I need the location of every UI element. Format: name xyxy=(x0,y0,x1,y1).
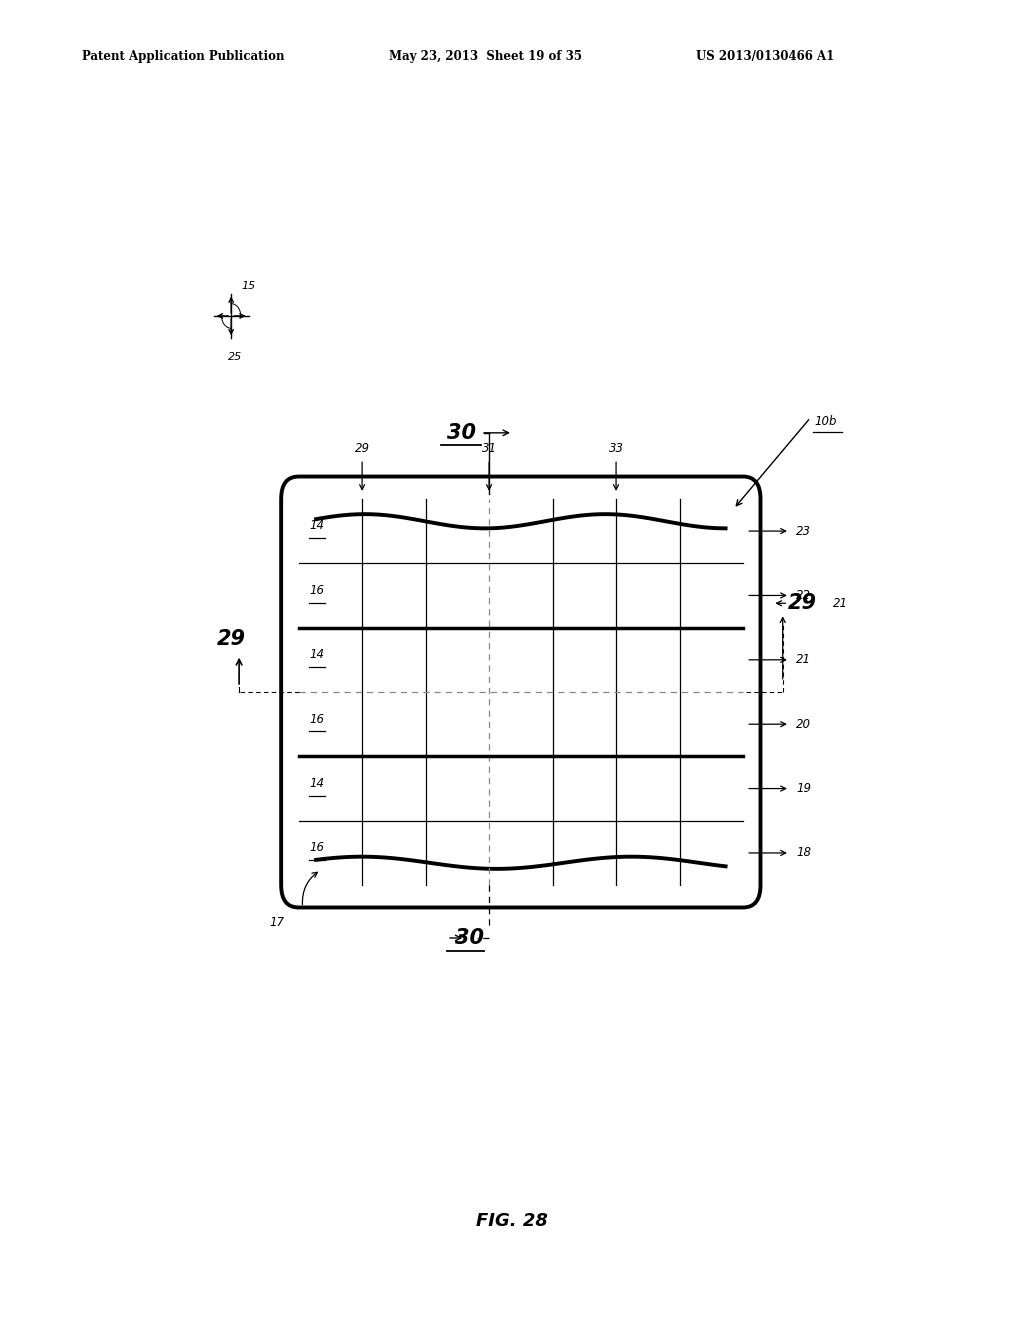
Text: FIG. 28: FIG. 28 xyxy=(476,1212,548,1230)
Text: 22: 22 xyxy=(797,589,811,602)
Text: 14: 14 xyxy=(309,777,325,789)
Text: 21: 21 xyxy=(833,597,848,610)
Text: 16: 16 xyxy=(309,583,325,597)
Text: 30: 30 xyxy=(446,422,476,442)
Text: May 23, 2013  Sheet 19 of 35: May 23, 2013 Sheet 19 of 35 xyxy=(389,50,582,63)
Text: 15: 15 xyxy=(242,281,256,292)
Text: 23: 23 xyxy=(797,524,811,537)
Text: 33: 33 xyxy=(608,442,624,455)
Text: 16: 16 xyxy=(309,841,325,854)
Text: 16: 16 xyxy=(309,713,325,726)
Text: 14: 14 xyxy=(309,648,325,661)
Text: 31: 31 xyxy=(481,442,497,455)
FancyBboxPatch shape xyxy=(282,477,761,907)
Text: 10b: 10b xyxy=(814,414,837,428)
Text: 29: 29 xyxy=(217,630,246,649)
Text: 21: 21 xyxy=(797,653,811,667)
Text: 29: 29 xyxy=(788,593,817,614)
Text: 25: 25 xyxy=(227,351,242,362)
Text: Patent Application Publication: Patent Application Publication xyxy=(82,50,285,63)
Text: 18: 18 xyxy=(797,846,811,859)
Text: 30: 30 xyxy=(455,928,483,948)
Text: 20: 20 xyxy=(797,718,811,731)
Text: 19: 19 xyxy=(797,781,811,795)
Text: 14: 14 xyxy=(309,520,325,532)
Text: 29: 29 xyxy=(354,442,370,455)
Text: US 2013/0130466 A1: US 2013/0130466 A1 xyxy=(696,50,835,63)
Text: 17: 17 xyxy=(269,916,285,928)
